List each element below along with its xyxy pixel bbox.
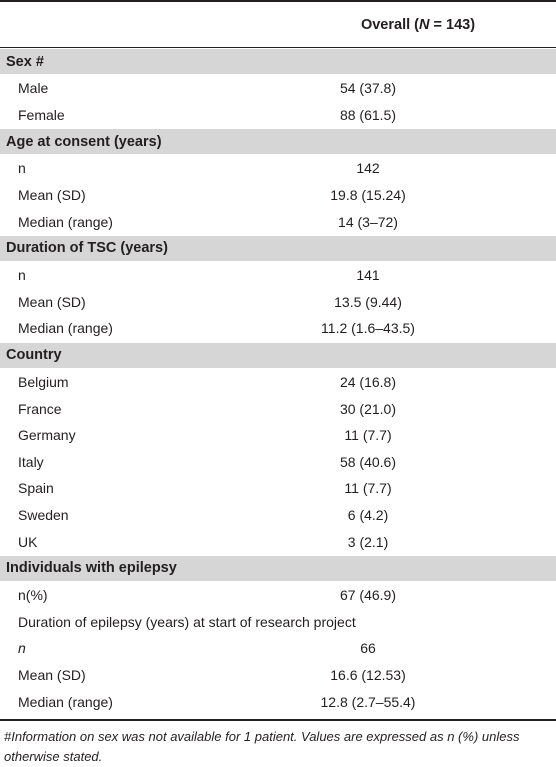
table-row: Germany 11 (7.7) <box>0 422 556 449</box>
row-value: 6 (4.2) <box>347 507 389 524</box>
row-value: 14 (3–72) <box>338 213 398 230</box>
row-label: Mean (SD) <box>18 666 86 683</box>
row-label: Female <box>18 106 65 123</box>
row-label: Male <box>18 80 49 97</box>
table-row: Spain 11 (7.7) <box>0 475 556 502</box>
table-row: Mean (SD) 13.5 (9.44) <box>0 289 556 316</box>
table-row: Male 54 (37.8) <box>0 75 556 102</box>
row-value: 67 (46.9) <box>339 587 397 604</box>
table-row: n(%) 67 (46.9) <box>0 582 556 609</box>
table-row: Female 88 (61.5) <box>0 102 556 129</box>
row-label: Mean (SD) <box>18 293 86 310</box>
row-label: Median (range) <box>18 693 113 710</box>
header-overall-prefix: Overall ( <box>360 16 419 33</box>
table-row: Median (range) 14 (3–72) <box>0 208 556 235</box>
table-row: Mean (SD) 19.8 (15.24) <box>0 182 556 209</box>
row-label: Median (range) <box>18 213 113 230</box>
table-row: n 141 <box>0 262 556 289</box>
section-epilepsy: Individuals with epilepsy <box>0 554 556 582</box>
table-header: Overall (N = 143) <box>0 0 556 48</box>
table-row: Median (range) 11.2 (1.6–43.5) <box>0 315 556 342</box>
row-value: 24 (16.8) <box>339 374 397 391</box>
row-value: 19.8 (15.24) <box>330 187 406 204</box>
row-label: n <box>18 160 26 177</box>
table-row: n 66 <box>0 635 556 662</box>
section-country: Country <box>0 341 556 369</box>
row-value: 11.2 (1.6–43.5) <box>321 320 415 337</box>
header-overall-n: N <box>419 16 430 33</box>
table-row: Median (range) 12.8 (2.7–55.4) <box>0 688 556 715</box>
row-label: Germany <box>18 427 76 444</box>
row-label: Mean (SD) <box>18 187 86 204</box>
section-sex: Sex # <box>0 48 556 75</box>
table-row: France 30 (21.0) <box>0 395 556 422</box>
row-value: 54 (37.8) <box>339 80 397 97</box>
table-row: Italy 58 (40.6) <box>0 449 556 476</box>
table-footnote: #Information on sex was not available fo… <box>4 728 520 764</box>
row-label: Italy <box>18 453 44 470</box>
row-label: Sweden <box>18 507 69 524</box>
table-row: n 142 <box>0 155 556 182</box>
row-value: 88 (61.5) <box>339 106 397 123</box>
row-label: UK <box>18 533 38 550</box>
row-value: 12.8 (2.7–55.4) <box>320 693 416 710</box>
header-overall: Overall (N = 143) <box>280 17 556 33</box>
section-age-at-consent: Age at consent (years) <box>0 128 556 156</box>
row-value: 66 <box>360 640 376 657</box>
row-label: Belgium <box>18 374 69 391</box>
row-value: 142 <box>356 160 380 177</box>
row-value: 141 <box>356 267 380 284</box>
row-value: 11 (7.7) <box>344 480 392 497</box>
table-row: Sweden 6 (4.2) <box>0 502 556 529</box>
section-duration-tsc: Duration of TSC (years) <box>0 234 556 262</box>
table-subheading-row: Duration of epilepsy (years) at start of… <box>18 613 356 630</box>
row-label: n(%) <box>18 587 48 604</box>
row-value: 16.6 (12.53) <box>330 666 406 683</box>
row-label: n <box>18 267 26 284</box>
row-value: 58 (40.6) <box>339 453 397 470</box>
row-value: 3 (2.1) <box>347 533 389 550</box>
table-row: Mean (SD) 16.6 (12.53) <box>0 662 556 689</box>
table-row: UK 3 (2.1) <box>0 528 556 555</box>
row-value: 13.5 (9.44) <box>334 293 402 310</box>
header-overall-suffix: = 143) <box>429 16 476 33</box>
row-value: 30 (21.0) <box>339 400 397 417</box>
table-row: Belgium 24 (16.8) <box>0 369 556 396</box>
row-label: Median (range) <box>18 320 113 337</box>
row-label: n <box>18 640 26 657</box>
row-value: 11 (7.7) <box>344 427 392 444</box>
table-bottom-rule <box>0 718 556 721</box>
row-label: Spain <box>18 480 54 497</box>
row-label: France <box>18 400 62 417</box>
